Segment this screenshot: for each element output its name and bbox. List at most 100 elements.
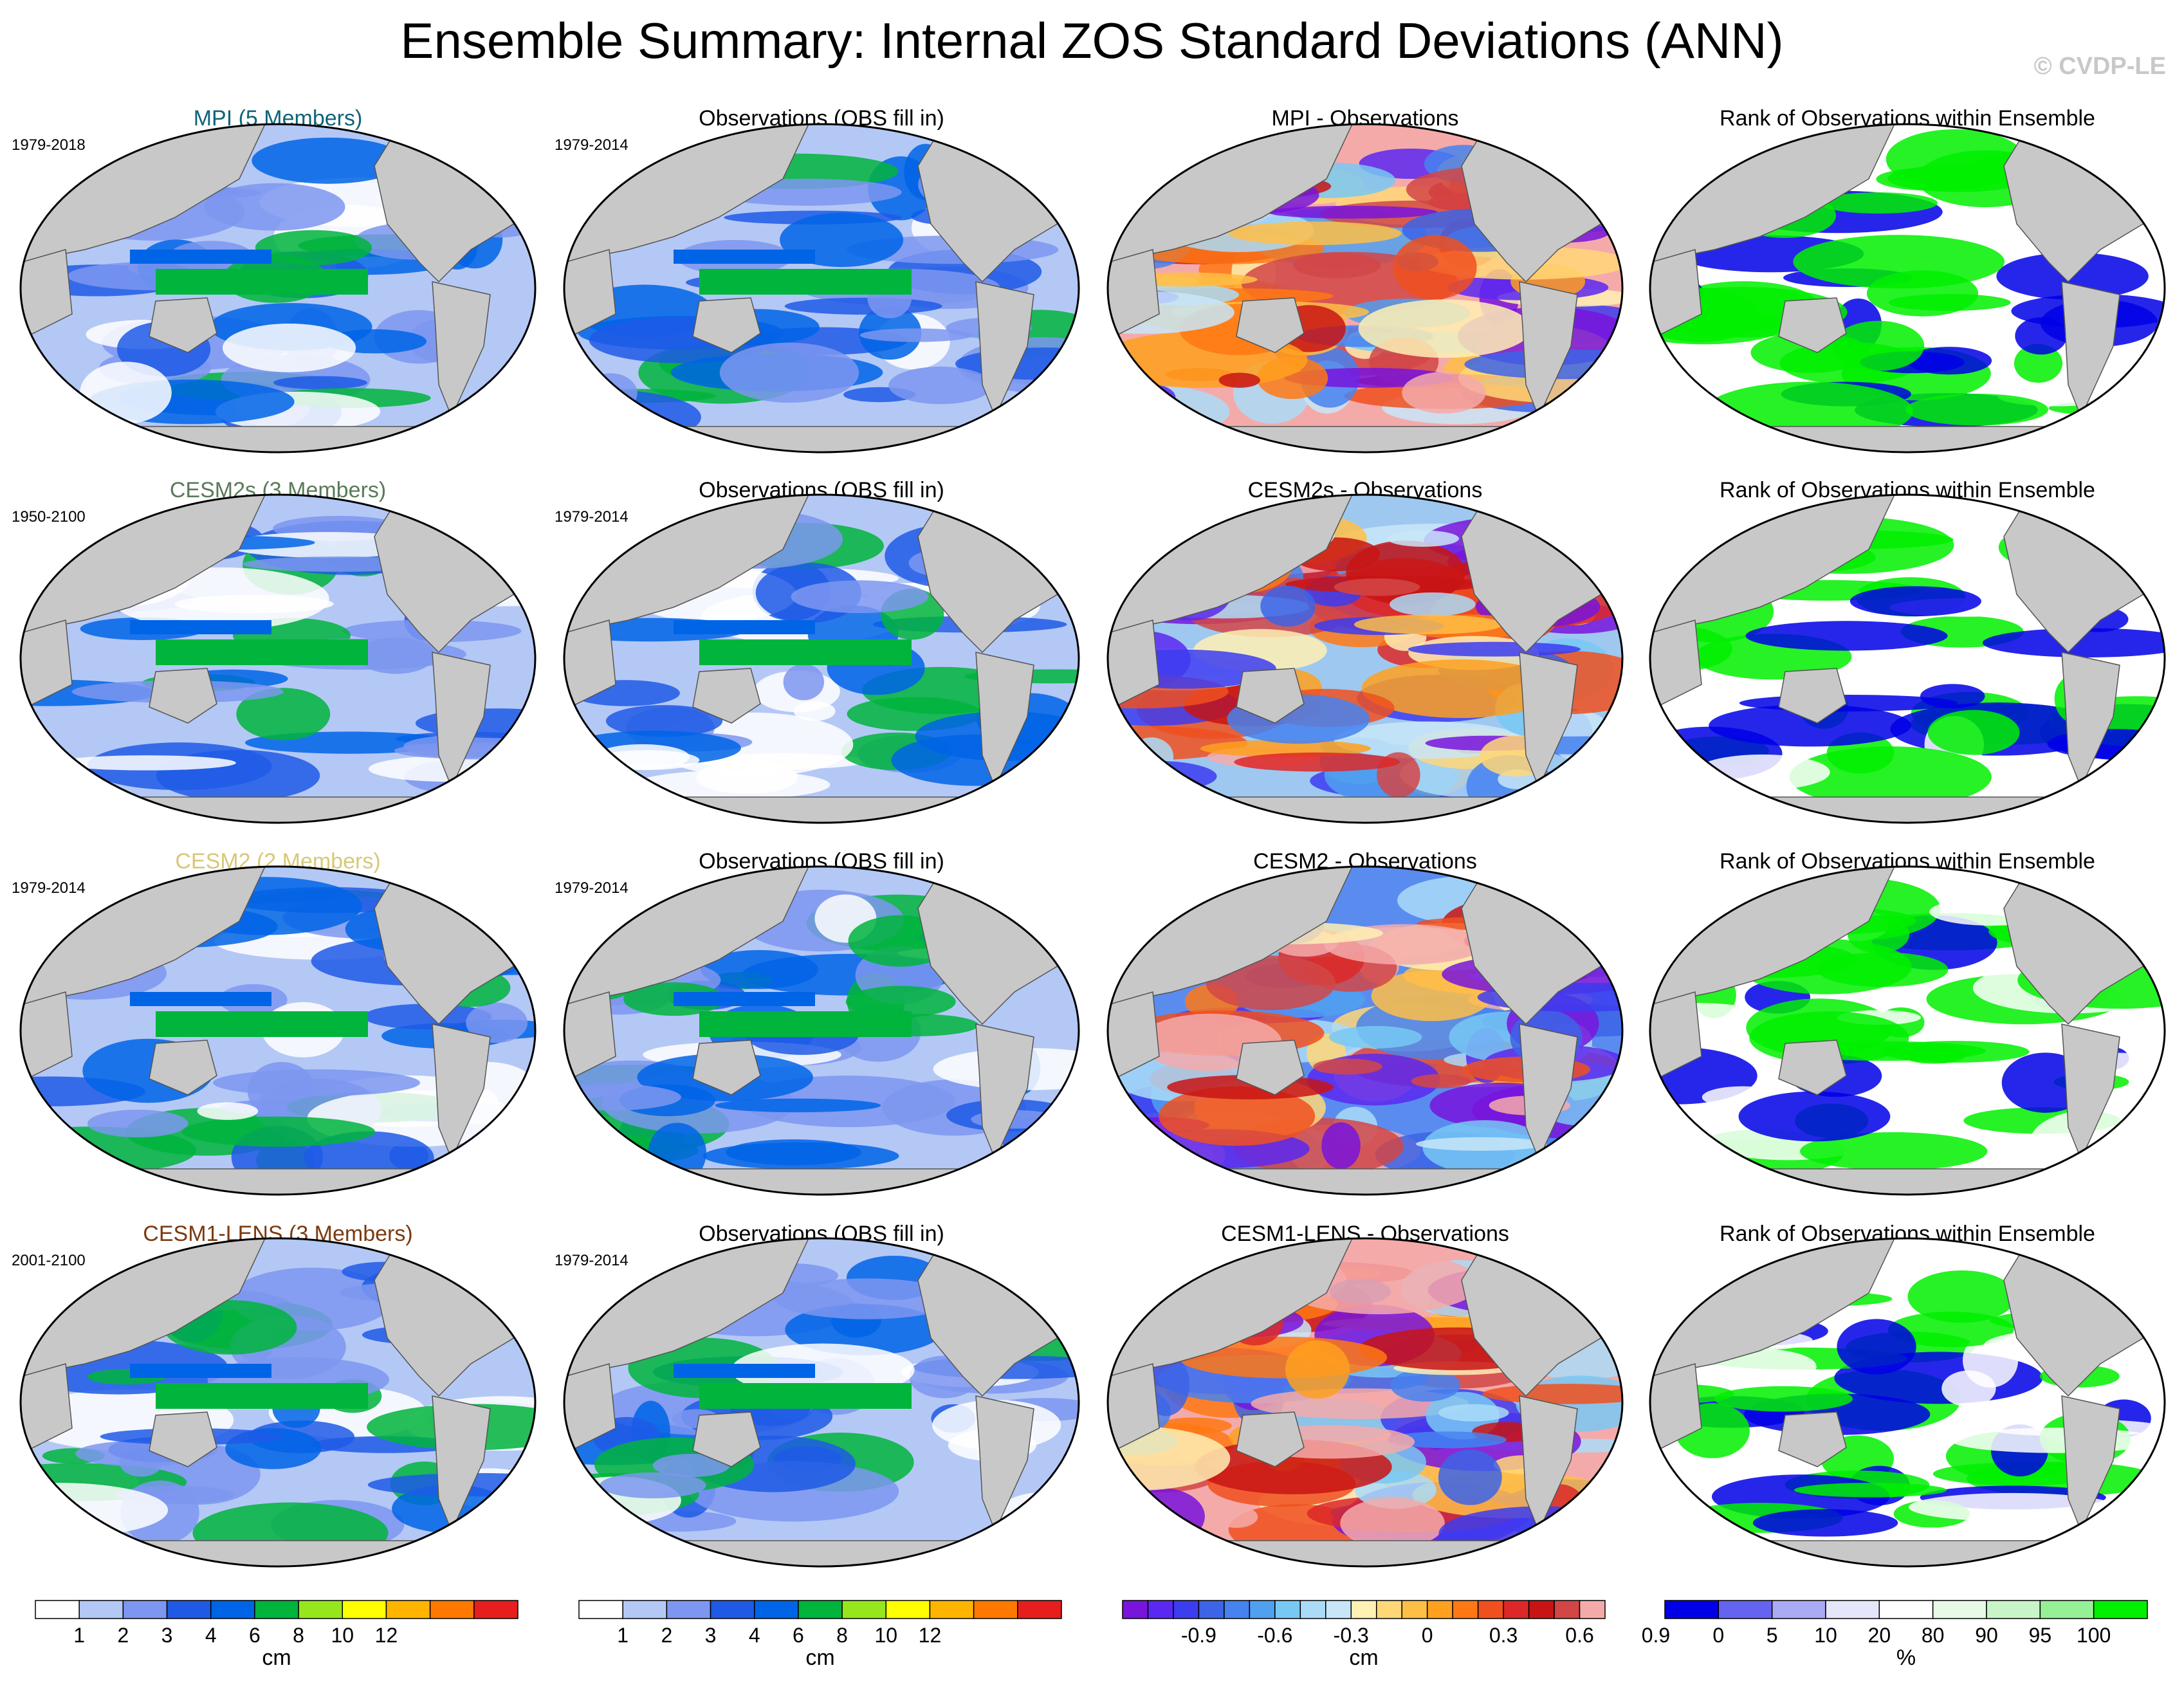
- colorbar-swatch: [1198, 1600, 1225, 1619]
- map-panel-r4-c3: [1106, 1237, 1624, 1568]
- colorbar-tick-label: 0: [1421, 1624, 1433, 1647]
- field-patch: [255, 230, 372, 266]
- map-panel-r2-c2: [563, 493, 1080, 824]
- colorbar-tick-label: 1: [617, 1624, 629, 1647]
- africa-landmass: [1108, 991, 1160, 1083]
- colorbar-swatch: [841, 1600, 887, 1619]
- field-patch: [1482, 1384, 1622, 1404]
- field-patch: [1888, 294, 2011, 311]
- australia-landmass: [1236, 1411, 1305, 1467]
- field-patch: [181, 1116, 375, 1147]
- australia-landmass: [1778, 1040, 1847, 1096]
- field-patch: [222, 323, 356, 372]
- australia-landmass: [1778, 1411, 1847, 1467]
- antarctica-landmass: [1650, 1540, 2165, 1566]
- colorbar-swatch: [2093, 1600, 2148, 1619]
- africa-landmass: [21, 249, 73, 341]
- colorbar-swatch: [710, 1600, 755, 1619]
- colorbar-tick-label: 0: [1712, 1624, 1725, 1647]
- field-patch: [1794, 1483, 1947, 1498]
- map-border: [1106, 493, 1624, 824]
- field-patch: [1909, 1492, 2117, 1522]
- colorbar-tick-label: 10: [331, 1624, 354, 1647]
- field-patch: [1108, 385, 1170, 432]
- australia-landmass: [692, 297, 761, 353]
- field-patch: [1328, 1025, 1422, 1049]
- colorbar-swatch: [1299, 1600, 1326, 1619]
- field-patch: [57, 755, 236, 771]
- australia-landmass: [149, 668, 217, 724]
- colorbar-tick-label: 90: [1975, 1624, 1998, 1647]
- australia-landmass: [1778, 297, 1847, 353]
- field-patch: [1234, 752, 1400, 772]
- field-patch: [726, 1139, 861, 1166]
- colorbar-swatch: [798, 1600, 843, 1619]
- field-patch: [1837, 1319, 1916, 1375]
- colorbar-tick-label: 8: [293, 1624, 304, 1647]
- field-patch: [634, 770, 830, 800]
- equatorial-band: [674, 620, 815, 634]
- field-patch: [1387, 1431, 1507, 1449]
- equatorial-band: [130, 992, 271, 1006]
- field-patch: [1354, 614, 1503, 634]
- antarctica-landmass: [564, 796, 1079, 823]
- colorbar-tick-label: 10: [874, 1624, 898, 1647]
- equatorial-band: [130, 250, 271, 264]
- field-patch: [715, 1098, 881, 1113]
- antarctica-landmass: [1650, 426, 2165, 452]
- colorbar-tick-label: 3: [704, 1624, 717, 1647]
- map-panel-r3-c3: [1106, 865, 1624, 1196]
- ensemble-period: 1979-2018: [12, 136, 86, 154]
- africa-landmass: [21, 991, 73, 1083]
- field-patch: [252, 137, 406, 184]
- field-patch: [1739, 694, 1958, 711]
- antarctica-landmass: [1108, 426, 1622, 452]
- africa-landmass: [564, 249, 616, 341]
- field-patch: [1390, 592, 1476, 616]
- equatorial-band: [156, 639, 368, 665]
- antarctica-landmass: [21, 796, 535, 823]
- colorbar-swatch: [929, 1600, 975, 1619]
- colorbar-swatch: [1325, 1600, 1352, 1619]
- equatorial-band: [699, 1383, 912, 1409]
- antarctica-landmass: [21, 1168, 535, 1195]
- africa-landmass: [1650, 1363, 1702, 1455]
- field-patch: [652, 1453, 730, 1478]
- field-patch: [1982, 628, 2165, 657]
- field-patch: [564, 518, 628, 546]
- field-patch: [1390, 1369, 1461, 1402]
- field-patch: [783, 664, 825, 701]
- field-patch: [466, 1002, 528, 1043]
- map-border: [1649, 123, 2166, 454]
- colorbar-tick-label: 0.3: [1489, 1624, 1518, 1647]
- africa-landmass: [1108, 1363, 1160, 1455]
- equatorial-band: [674, 1364, 815, 1378]
- map-panel-r2-c4: [1649, 493, 2166, 824]
- australia-landmass: [149, 1040, 217, 1096]
- ensemble-period: 1950-2100: [12, 508, 86, 526]
- africa-landmass: [1108, 619, 1160, 711]
- australia-landmass: [692, 1040, 761, 1096]
- colorbar-tick-label: 2: [661, 1624, 673, 1647]
- field-patch: [1129, 737, 1174, 776]
- field-patch: [1218, 372, 1260, 388]
- field-patch: [1905, 393, 2048, 426]
- africa-landmass: [564, 991, 616, 1083]
- field-patch: [1108, 1426, 1231, 1491]
- observations-period: 1979-2014: [555, 1252, 629, 1269]
- equatorial-band: [699, 1011, 912, 1037]
- field-patch: [1387, 530, 1460, 547]
- antarctica-landmass: [564, 1168, 1079, 1195]
- map-border: [1649, 865, 2166, 1196]
- field-patch: [1267, 205, 1438, 219]
- australia-landmass: [1236, 668, 1305, 724]
- colorbar-swatch: [1664, 1600, 1720, 1619]
- colorbar-swatch: [1932, 1600, 1987, 1619]
- colorbar-tick-label: -0.6: [1257, 1624, 1293, 1647]
- colorbar-tick-label: 20: [1867, 1624, 1891, 1647]
- colorbar-unit-label: %: [1896, 1646, 1916, 1670]
- colorbar-tick-label: 0.6: [1565, 1624, 1594, 1647]
- field-patch: [34, 1148, 93, 1170]
- map-panel-r1-c2: [563, 123, 1080, 454]
- field-patch: [1907, 1270, 2016, 1323]
